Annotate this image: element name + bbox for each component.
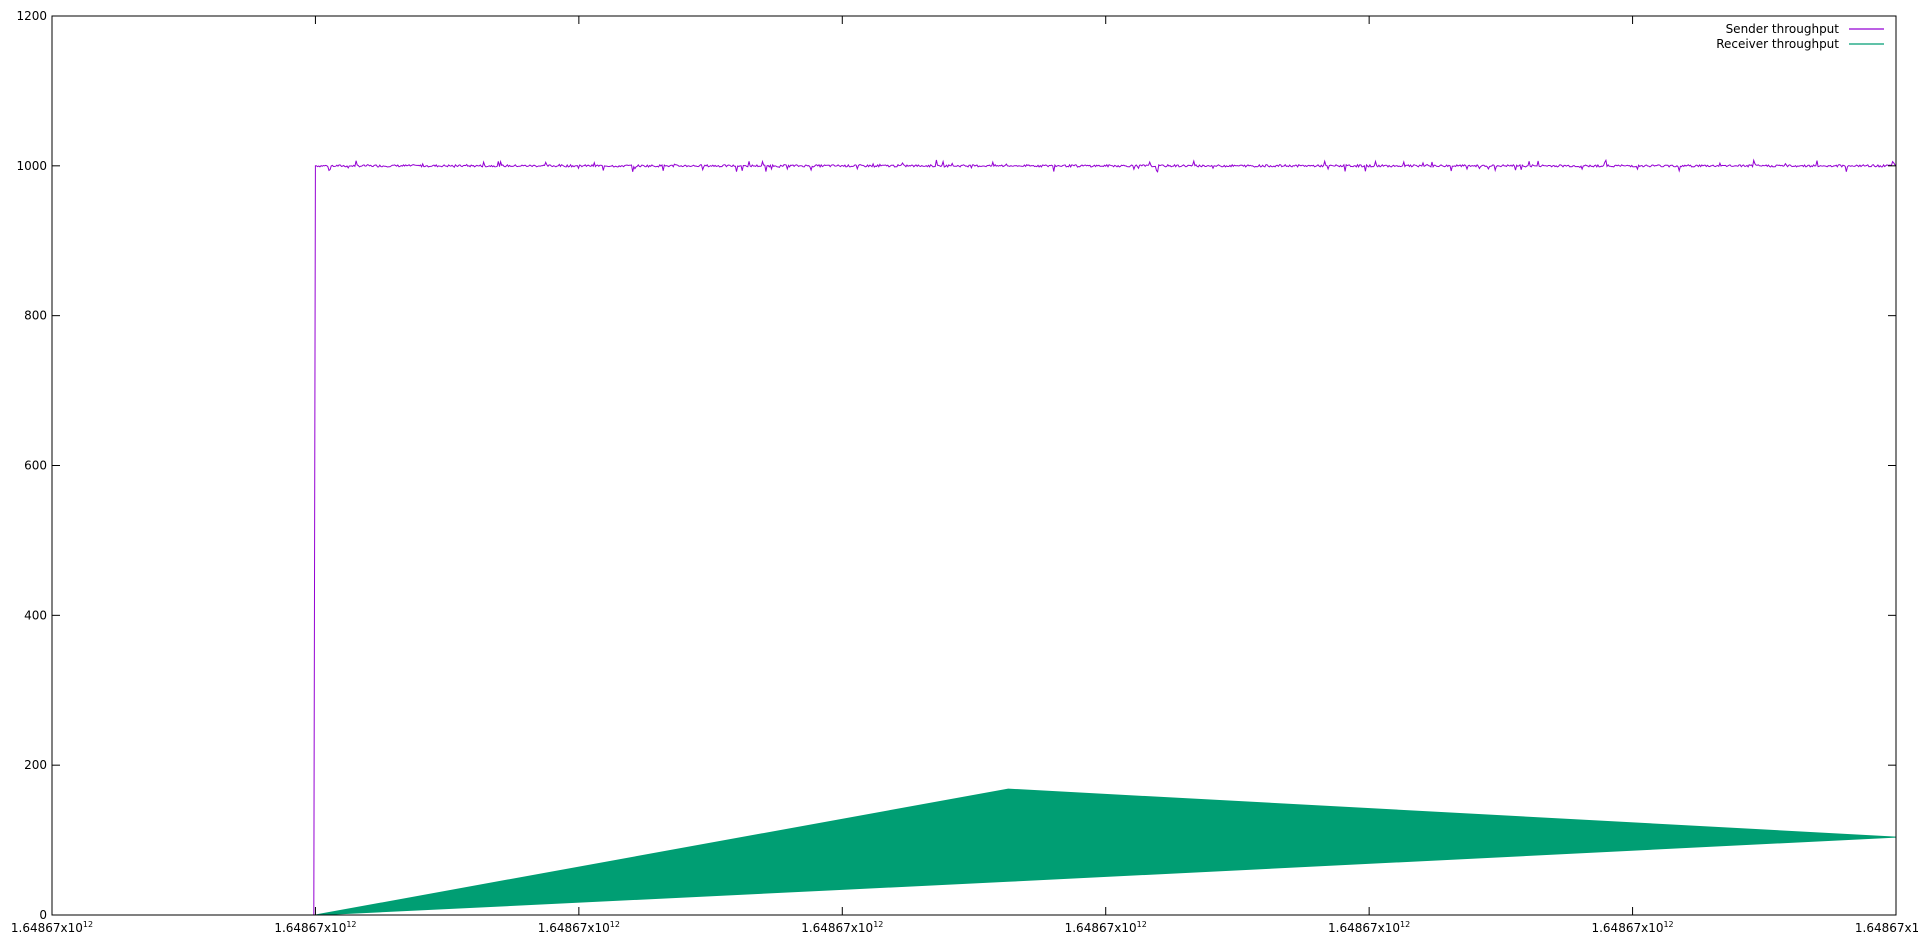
plot-border bbox=[51, 15, 1897, 916]
plot-frame bbox=[51, 15, 1897, 916]
x-tick-label: 1.64867x1012 bbox=[11, 920, 93, 935]
x-tick-label: 1.64867x1012 bbox=[1855, 920, 1918, 935]
x-tick-label: 1.64867x1012 bbox=[538, 920, 620, 935]
y-tick-label: 400 bbox=[24, 608, 47, 622]
legend-label-sender: Sender throughput bbox=[1726, 22, 1840, 36]
x-tick-label: 1.64867x1012 bbox=[274, 920, 356, 935]
x-tick-label: 1.64867x1012 bbox=[801, 920, 883, 935]
y-tick-label: 600 bbox=[24, 459, 47, 473]
x-tick-label: 1.64867x1012 bbox=[1328, 920, 1410, 935]
x-tick-label: 1.64867x1012 bbox=[1065, 920, 1147, 935]
receiver-throughput-band bbox=[315, 788, 1897, 916]
y-tick-label: 0 bbox=[39, 908, 47, 922]
y-tick-label: 800 bbox=[24, 309, 47, 323]
y-tick-label: 1000 bbox=[16, 159, 47, 173]
legend-label-receiver: Receiver throughput bbox=[1716, 37, 1839, 51]
sender-throughput-line bbox=[52, 158, 1897, 916]
plot-area bbox=[52, 158, 1897, 916]
y-tick-label: 200 bbox=[24, 758, 47, 772]
x-tick-label: 1.64867x1012 bbox=[1591, 920, 1673, 935]
y-tick-label: 1200 bbox=[16, 9, 47, 23]
y-axis: 0 200 400 600 800 1000 1200 bbox=[16, 9, 1896, 922]
x-axis: 1.64867x1012 1.64867x1012 1.64867x1012 1.64… bbox=[11, 16, 1918, 935]
